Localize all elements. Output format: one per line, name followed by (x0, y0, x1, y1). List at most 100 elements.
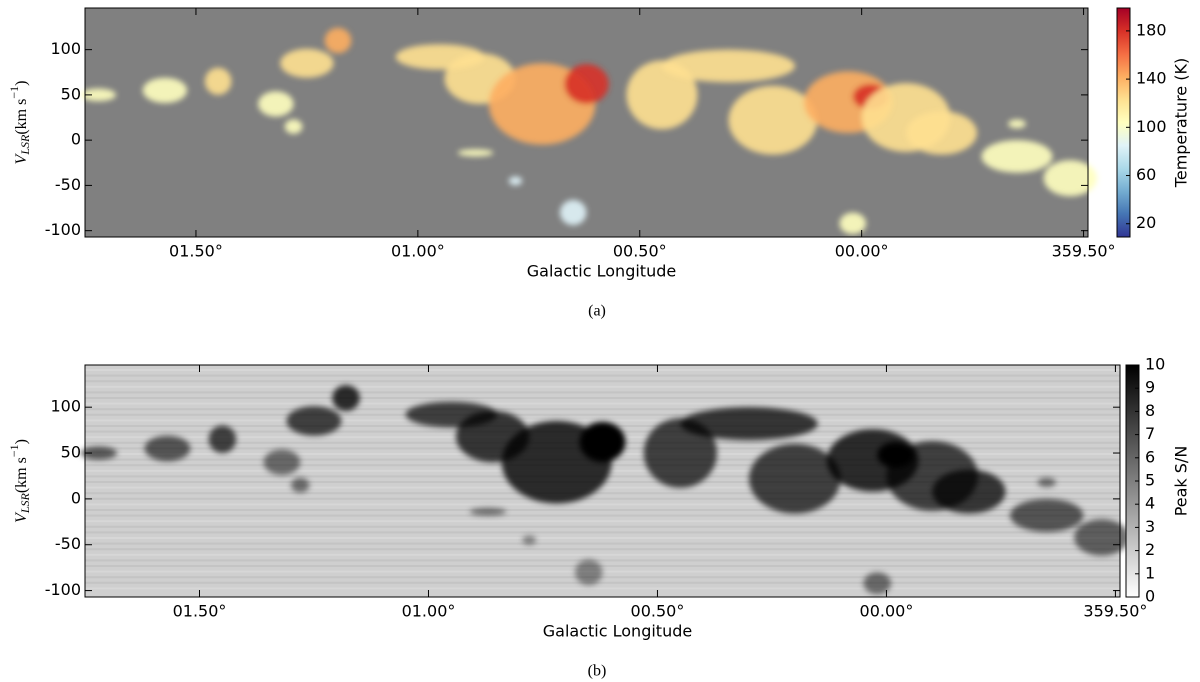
emission-blob (1008, 119, 1026, 129)
emission-blob (204, 67, 232, 95)
colorbar-tick-label: 5 (1145, 471, 1155, 490)
noise-stripe (85, 576, 1120, 579)
emission-blob (559, 199, 587, 226)
noise-stripe (85, 553, 1120, 556)
emission-blob (142, 77, 188, 104)
emission-blob (1074, 519, 1130, 556)
noise-stripe (85, 520, 1120, 523)
x-axis-label: Galactic Longitude (527, 262, 676, 281)
noise-stripe (85, 486, 1120, 489)
noise-stripe (85, 525, 1120, 528)
plot-frame (84, 7, 1089, 238)
x-tick-label: 01.00° (391, 242, 445, 261)
noise-stripe (85, 419, 1120, 422)
colorbar-label: Peak S/N (1172, 446, 1191, 517)
y-tick-label: 100 (50, 39, 81, 58)
emission-blob (1043, 160, 1097, 197)
noise-stripe (85, 587, 1120, 590)
y-axis-label-part: −1 (7, 444, 21, 457)
colorbar-tick-label: 4 (1145, 494, 1155, 513)
emission (80, 27, 1097, 235)
emission-blob (932, 469, 1006, 514)
colorbar-tick-label: 2 (1145, 540, 1155, 559)
noise-stripe (85, 503, 1120, 506)
x-tick-label: 00.50° (631, 602, 685, 621)
y-axis-label-part: ) (13, 439, 30, 444)
noise-stripe (85, 391, 1120, 394)
x-tick-label: 00.00° (835, 242, 889, 261)
emission-blob (280, 48, 334, 78)
noise-stripe (85, 380, 1120, 383)
colorbar-tick-label: 10 (1145, 355, 1165, 374)
colorbar-tick-label: 0 (1145, 587, 1155, 606)
noise-stripe (85, 408, 1120, 411)
emission-blob (284, 119, 303, 134)
noise-stripe (85, 374, 1120, 377)
noise-stripe (85, 413, 1120, 416)
y-tick-label: -50 (55, 534, 81, 553)
emission-blob (522, 535, 537, 545)
emission-blob (324, 27, 352, 54)
emission-blob (749, 443, 841, 514)
noise-stripe (85, 537, 1120, 539)
emission-blob (839, 212, 867, 235)
emission-blob (643, 418, 717, 488)
noise-stripe (85, 570, 1120, 573)
y-tick-label: 0 (71, 130, 81, 149)
emission-blob (80, 88, 117, 102)
plot-frame (84, 364, 1121, 598)
noise-stripe (85, 542, 1120, 545)
emission-blob (626, 60, 698, 130)
x-tick-label: 01.50° (169, 242, 223, 261)
emission-blob (469, 508, 507, 516)
y-axis-label: VLSR(km s−1) (7, 81, 32, 165)
colorbar-label: Temperature (K) (1172, 58, 1191, 188)
emission (80, 385, 1130, 595)
x-axis-label: Galactic Longitude (543, 622, 692, 641)
y-axis-label-part: LSR (18, 492, 32, 514)
caption: (a) (588, 303, 606, 320)
colorbar-tick-label: 9 (1145, 378, 1155, 397)
y-tick-label: 100 (50, 397, 81, 416)
y-tick-label: 50 (61, 443, 81, 462)
emission-blob (661, 49, 796, 83)
noise-stripe (85, 385, 1120, 388)
x-tick-label: 01.50° (173, 602, 227, 621)
y-tick-label: -50 (55, 175, 81, 194)
colorbar-tick-label: 60 (1136, 165, 1156, 184)
emission-blob (1037, 477, 1056, 487)
x-tick-label: 00.00° (860, 602, 914, 621)
y-tick-label: 50 (61, 84, 81, 103)
emission-blob (286, 406, 342, 436)
x-tick-label: 01.00° (402, 602, 456, 621)
noise-stripe (85, 559, 1120, 562)
noise-stripe (85, 369, 1120, 371)
noise-stripe (85, 565, 1120, 567)
noise-stripe (85, 531, 1120, 534)
colorbar (1116, 7, 1131, 238)
y-axis-label-part: ) (13, 81, 30, 86)
emission-blob (1010, 498, 1084, 532)
y-axis-label-part: −1 (7, 86, 21, 99)
noise-stripe (85, 514, 1120, 517)
emission-blob (564, 64, 609, 104)
emission-blob (144, 435, 191, 462)
y-tick-label: -100 (45, 220, 81, 239)
noise-stripe (85, 509, 1120, 511)
emission-blob (457, 149, 494, 157)
noise-stripe (85, 548, 1120, 551)
colorbar-tick-label: 100 (1136, 117, 1167, 136)
emission-blob (579, 421, 626, 463)
emission-blob (575, 559, 603, 586)
y-axis-label-part: V (13, 511, 30, 523)
y-axis-label-part: LSR (18, 134, 32, 156)
colorbar-tick-label: 7 (1145, 424, 1155, 443)
colorbar-tick-label: 8 (1145, 401, 1155, 420)
y-tick-label: 0 (71, 488, 81, 507)
noise-stripe (85, 581, 1120, 584)
y-axis-label-part: (km s (13, 99, 30, 135)
colorbar-tick-label: 1 (1145, 563, 1155, 582)
emission-blob (208, 425, 237, 454)
colorbar-tick-label: 6 (1145, 447, 1155, 466)
